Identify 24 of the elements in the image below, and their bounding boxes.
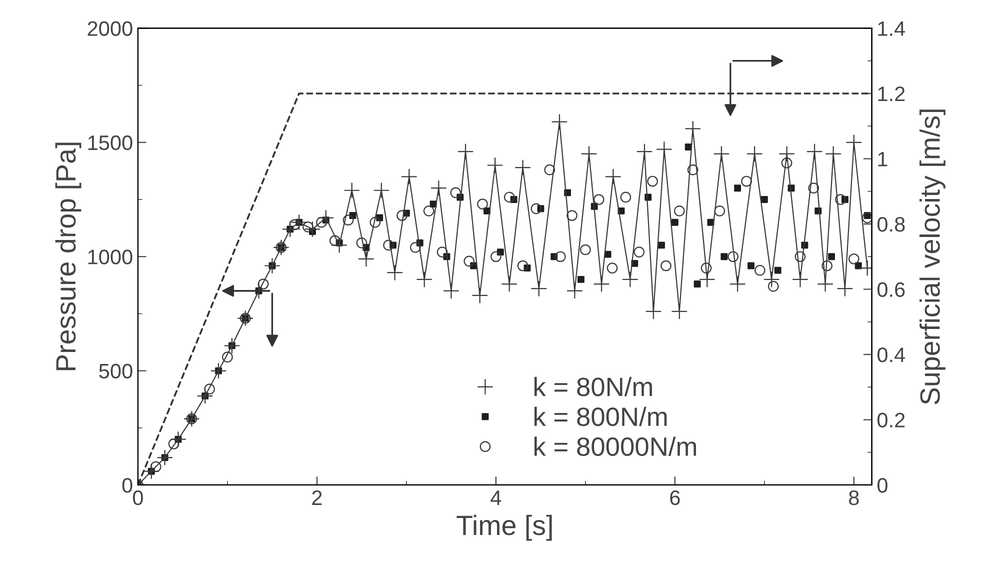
x-tick-label: 4 — [490, 490, 502, 505]
y-axis-title: Pressure drop [Pa] — [55, 142, 82, 370]
y2-axis-title: Superficial velocity [m/s] — [920, 110, 946, 404]
x-tick-label: 2 — [312, 490, 322, 505]
x-axis-title: Time [s] — [456, 514, 552, 541]
legend-label: k = 80N/m — [534, 376, 652, 396]
y2-tick-label: 0.8 — [877, 216, 905, 232]
y-tick-label: 2000 — [88, 21, 132, 36]
x-tick-label: 6 — [670, 490, 680, 506]
y2-tick-label: 1.4 — [878, 21, 906, 36]
x-tick-label: 8 — [849, 490, 859, 506]
x-tick-label: 0 — [132, 490, 143, 506]
y-tick-label: 1500 — [88, 135, 132, 150]
legend-label: k = 80000N/m — [534, 436, 696, 456]
y-tick-label: 0 — [122, 478, 132, 493]
legend-label: k = 800N/m — [534, 406, 667, 426]
y2-tick-label: 1 — [878, 152, 888, 166]
y2-tick-label: 1.2 — [878, 86, 905, 102]
y2-tick-label: 0.6 — [877, 282, 905, 297]
y2-tick-label: 0 — [877, 478, 888, 493]
y2-tick-label: 0.2 — [877, 412, 905, 428]
y-tick-label: 500 — [99, 364, 132, 379]
y-tick-label: 1000 — [88, 250, 132, 264]
y2-tick-label: 0.4 — [877, 347, 906, 362]
